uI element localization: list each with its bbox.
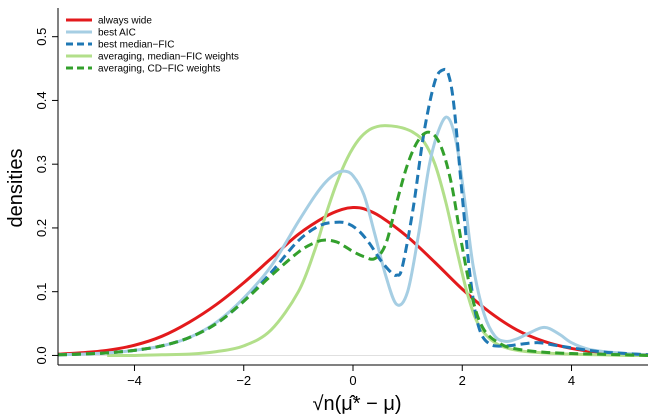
y-tick-label: 0.1 (34, 283, 49, 301)
y-tick-label: 0.2 (34, 219, 49, 237)
legend-label: always wide (98, 16, 152, 27)
y-tick-label: 0.0 (34, 346, 49, 364)
x-axis-label-group: √n(μ̂* − μ) (312, 393, 401, 415)
series-line (57, 115, 649, 357)
legend-label: averaging, median−FIC weights (98, 52, 239, 63)
y-axis-label: densities (5, 149, 27, 228)
x-axis-label: √n(μ̂* − μ) (312, 393, 401, 415)
y-tick-label: 0.3 (34, 155, 49, 173)
series-line (57, 67, 649, 357)
x-axis: −4 −2 0 2 4 (58, 364, 648, 388)
y-tick-label: 0.5 (34, 28, 49, 46)
x-tick-label: −4 (127, 373, 142, 388)
x-tick-label: 4 (568, 373, 575, 388)
legend-label: best AIC (98, 28, 136, 39)
series-lines (57, 67, 649, 357)
legend-label: averaging, CD−FIC weights (98, 64, 221, 75)
x-tick-label: 0 (349, 373, 356, 388)
y-axis: 0.0 0.1 0.2 0.3 0.4 0.5 (34, 8, 59, 365)
legend-label: best median−FIC (98, 40, 174, 51)
x-tick-label: −2 (236, 373, 251, 388)
x-tick-label: 2 (459, 373, 466, 388)
series-line (57, 205, 649, 357)
series-line (57, 130, 649, 357)
y-tick-label: 0.4 (34, 91, 49, 109)
